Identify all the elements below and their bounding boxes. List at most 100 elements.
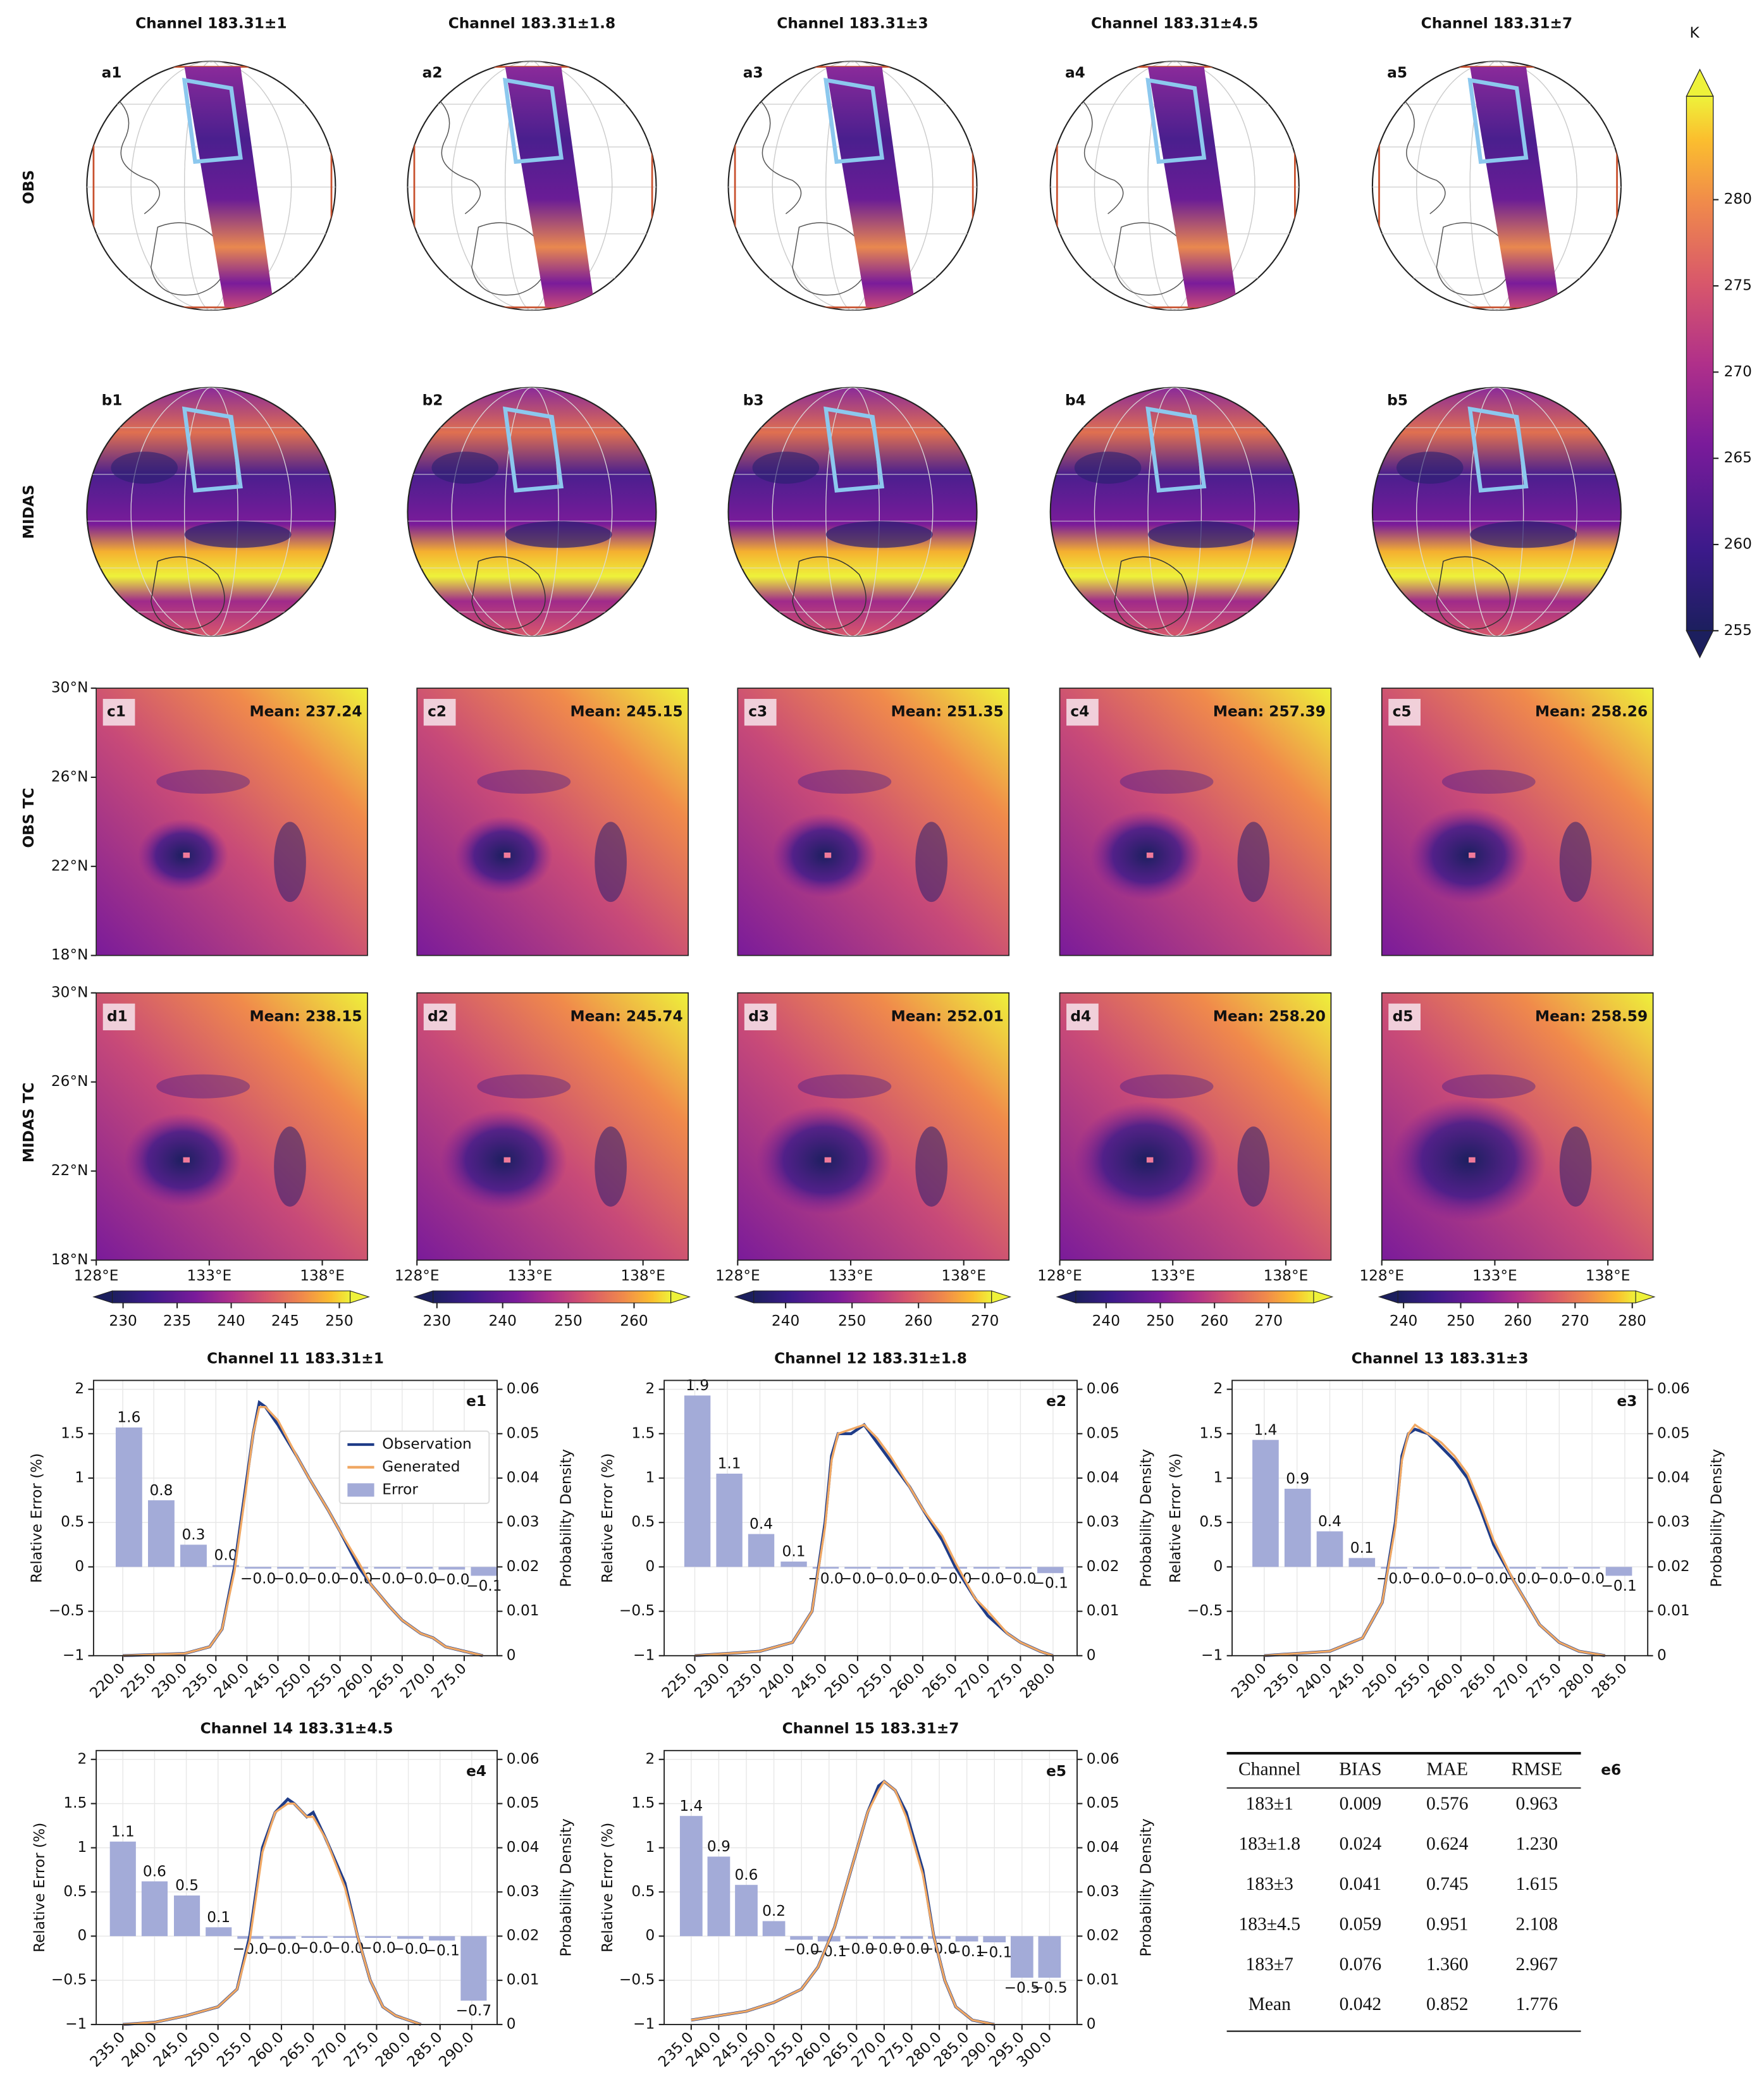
value-label: −0.0	[894, 1940, 929, 1957]
bar	[844, 1567, 871, 1569]
lon-tick-label: 138°E	[300, 1267, 345, 1284]
bar	[955, 1936, 978, 1942]
lon-tick-label: 138°E	[620, 1267, 665, 1284]
lon-tick-label: 133°E	[508, 1267, 553, 1284]
bar	[206, 1927, 232, 1937]
column-title: Channel 183.31±1	[135, 15, 287, 32]
y-tick-label: −0.5	[619, 1971, 655, 1988]
tc-map	[1381, 687, 1654, 956]
bar	[1010, 1936, 1033, 1978]
bar	[438, 1567, 466, 1570]
dry-patch	[752, 452, 820, 484]
y-tick-label: 2	[646, 1380, 655, 1397]
bar	[141, 1881, 168, 1937]
table-header: MAE	[1426, 1759, 1468, 1779]
y-tick-label: 1.5	[63, 1794, 87, 1811]
tc-box	[182, 406, 243, 493]
value-label: 1.1	[111, 1823, 135, 1840]
value-label: −0.0	[808, 1570, 843, 1587]
y-axis-label: Relative Error (%)	[31, 1823, 48, 1952]
chart-title: Channel 12 183.31±1.8	[774, 1350, 967, 1367]
x-tick-label: 280.0	[1556, 1660, 1598, 1701]
y2-tick-label: 0.01	[1657, 1602, 1690, 1619]
x-tick-label: 230.0	[149, 1660, 190, 1701]
value-label: 0.6	[735, 1866, 758, 1883]
panel-label-box	[423, 699, 456, 726]
value-label: −0.0	[240, 1570, 276, 1587]
tc-center	[1469, 1157, 1476, 1163]
y-tick-label: 0	[78, 1927, 87, 1944]
panel-label: a2	[422, 65, 443, 82]
value-label: −0.5	[1004, 1979, 1040, 1996]
y2-tick-label: 0.02	[1087, 1927, 1119, 1944]
colorbar-tick-label: 240	[217, 1312, 245, 1329]
panel-label: d2	[428, 1008, 448, 1025]
x-tick-label: 270.0	[397, 1660, 439, 1701]
lat-tick-label: 22°N	[51, 857, 89, 874]
colorbar-tick-label: 280	[1619, 1312, 1646, 1329]
legend-label: Generated	[382, 1458, 460, 1475]
colorbar-extend	[1313, 1290, 1334, 1304]
value-label: 0.2	[762, 1902, 786, 1920]
coastline	[1114, 556, 1189, 630]
panel-label: b3	[743, 391, 764, 409]
bar	[735, 1885, 758, 1937]
value-label: −0.1	[811, 1943, 847, 1960]
x-tick-label: 255.0	[1392, 1660, 1434, 1701]
x-tick-label: 220.0	[87, 1660, 128, 1701]
lat-tick-label: 26°N	[51, 1073, 89, 1090]
x-tick-label: 235.0	[180, 1660, 221, 1701]
bar	[679, 1816, 703, 1937]
y2-tick-label: 0.01	[507, 1971, 540, 1988]
globe-content	[87, 387, 336, 636]
x-tick-label: 240.0	[756, 1660, 798, 1701]
globe-content	[87, 61, 336, 311]
tc-box	[182, 77, 243, 164]
y2-tick-label: 0.06	[1087, 1380, 1119, 1397]
value-label: −0.5	[1032, 1979, 1067, 1996]
lat-tick-label: 30°N	[51, 679, 89, 696]
colorbar-tick-label: 270	[1724, 363, 1752, 380]
tc-box	[1467, 77, 1529, 164]
value-label: −0.0	[1569, 1570, 1605, 1587]
x-tick-label: 285.0	[1589, 1660, 1631, 1701]
value-label: −0.0	[1376, 1570, 1412, 1587]
panel-label: a3	[743, 65, 763, 82]
panel-label: e3	[1617, 1393, 1637, 1410]
y2-tick-label: 0.05	[1087, 1424, 1119, 1441]
panel-label: e2	[1046, 1393, 1066, 1410]
bar	[1541, 1567, 1568, 1569]
colorbar-tick-label: 250	[1146, 1312, 1174, 1329]
tc-map	[737, 687, 1010, 956]
colorbar	[1686, 96, 1714, 631]
colorbar-unit: K	[1689, 24, 1699, 41]
x-tick-label: 285.0	[404, 2029, 445, 2071]
tc-band	[274, 822, 306, 903]
graticule	[451, 387, 613, 636]
y-axis-label: Relative Error (%)	[1167, 1453, 1184, 1583]
y-tick-label: 2	[646, 1750, 655, 1767]
bar	[333, 1936, 359, 1939]
value-label: −0.1	[466, 1577, 502, 1594]
bar	[900, 1936, 923, 1939]
value-label: −0.1	[949, 1943, 984, 1960]
y-tick-label: 0.5	[631, 1883, 655, 1900]
x-tick-label: 240.0	[211, 1660, 252, 1701]
tc-center	[1146, 1157, 1154, 1163]
y2-tick-label: 0.01	[507, 1602, 540, 1619]
value-label: 1.6	[117, 1409, 140, 1426]
colorbar-tick-label: 250	[838, 1312, 866, 1329]
y2-tick-label: 0.06	[507, 1380, 540, 1397]
tc-band	[274, 1126, 306, 1207]
table-cell: 0.041	[1340, 1874, 1382, 1894]
value-label: −0.0	[969, 1570, 1004, 1587]
globe-content	[407, 61, 657, 311]
legend-box	[338, 1430, 490, 1505]
x-tick-label: 275.0	[1523, 1660, 1565, 1701]
table-cell: 0.576	[1426, 1794, 1469, 1814]
y-tick-label: −0.5	[51, 1971, 87, 1988]
tc-box	[1145, 406, 1207, 493]
tc-band	[1119, 769, 1214, 794]
table-cell: 183±1.8	[1238, 1834, 1300, 1854]
panel-label: c5	[1393, 703, 1412, 720]
